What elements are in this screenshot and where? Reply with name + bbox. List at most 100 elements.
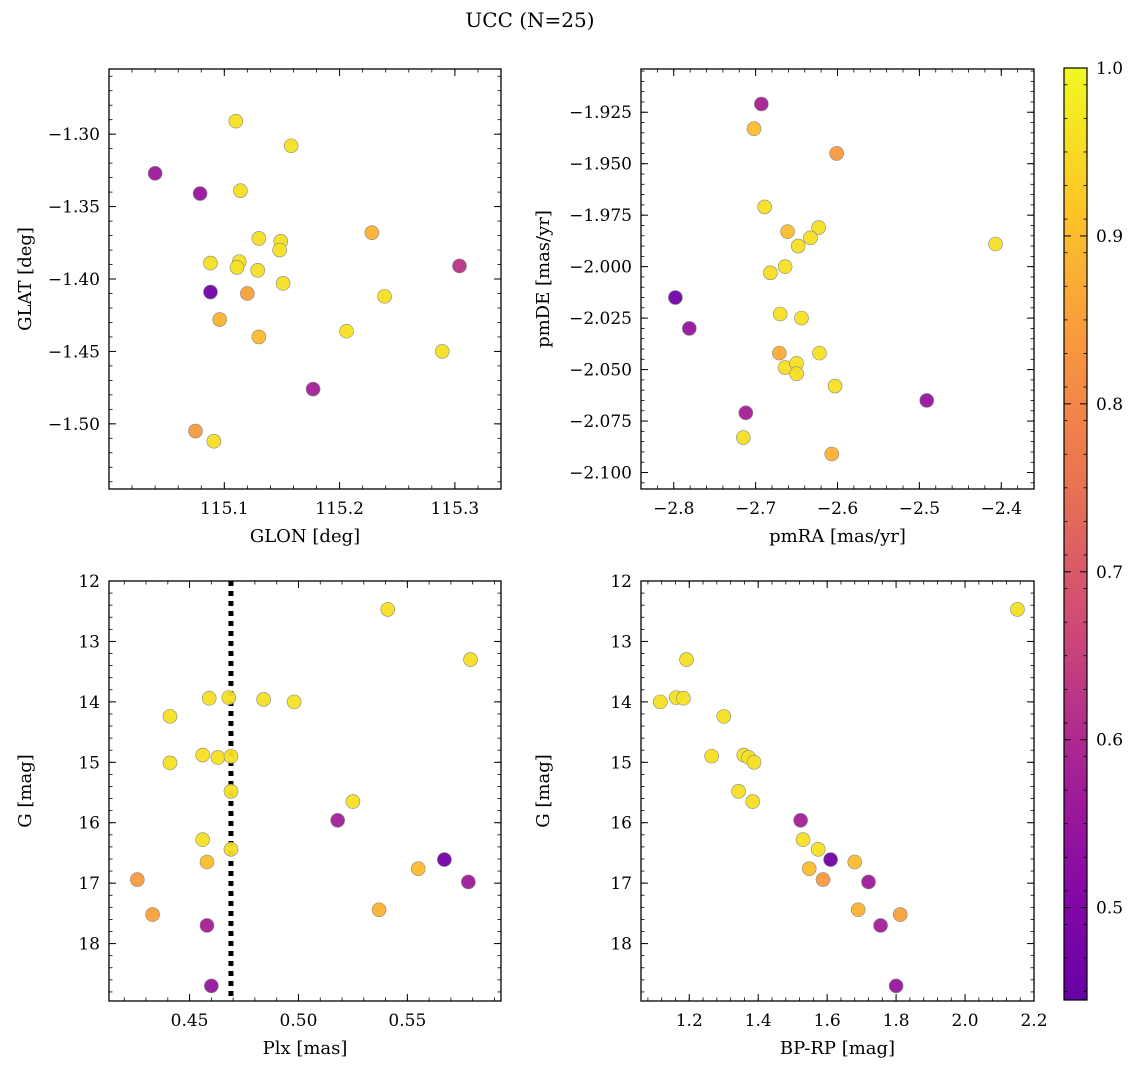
- plot-frame: [640, 580, 1035, 1002]
- data-point: [147, 165, 163, 181]
- y-tick-label: −1.950: [569, 155, 632, 175]
- data-point: [283, 138, 299, 154]
- data-point: [850, 902, 866, 918]
- y-tick-label: 15: [610, 753, 632, 773]
- data-point: [716, 709, 732, 724]
- data-point: [754, 96, 769, 112]
- data-point: [410, 861, 426, 876]
- data-point: [223, 748, 239, 764]
- data-point: [229, 260, 245, 275]
- data-point: [892, 907, 908, 922]
- data-point: [988, 236, 1003, 252]
- data-point: [861, 874, 876, 890]
- plot-frame: [108, 68, 502, 490]
- x-tick-label: 1.2: [676, 1011, 703, 1031]
- data-point: [228, 113, 244, 129]
- y-tick-label: −1.45: [48, 342, 100, 362]
- y-tick-label: 13: [78, 632, 100, 652]
- y-tick-label: 16: [78, 814, 100, 834]
- x-tick-label: −2.8: [653, 499, 694, 519]
- y-axis-label: GLAT [deg]: [15, 227, 36, 331]
- colorbar-tick-label: 1.0: [1096, 59, 1123, 79]
- x-axis-label: BP-RP [mag]: [780, 1038, 895, 1059]
- y-tick-label: 15: [78, 753, 100, 773]
- data-point: [745, 794, 760, 809]
- y-tick-label: 12: [610, 572, 632, 592]
- data-point: [223, 842, 239, 857]
- data-point: [789, 366, 804, 382]
- data-point: [130, 872, 145, 887]
- data-point: [330, 813, 345, 828]
- x-tick-label: 115.2: [315, 499, 364, 519]
- data-point: [199, 918, 215, 933]
- y-tick-label: −2.100: [569, 464, 632, 484]
- x-tick-label: 1.4: [745, 1011, 772, 1031]
- data-point: [777, 259, 793, 274]
- data-point: [810, 842, 826, 857]
- y-tick-label: −1.40: [48, 270, 100, 290]
- plot-frame: [640, 68, 1035, 490]
- data-point: [145, 907, 160, 922]
- data-point: [272, 242, 287, 258]
- figure-title: UCC (N=25): [465, 8, 595, 32]
- x-tick-label: 1.6: [814, 1011, 841, 1031]
- colorbar-gradient: [1063, 67, 1088, 1001]
- y-tick-label: −2.000: [569, 258, 632, 278]
- x-axis-label: pmRA [mas/yr]: [769, 526, 906, 547]
- y-tick-label: 17: [78, 874, 100, 894]
- data-point: [793, 813, 808, 828]
- y-tick-label: −2.075: [569, 412, 632, 432]
- x-tick-label: 0.45: [171, 1011, 209, 1031]
- y-tick-label: −2.050: [569, 361, 632, 381]
- data-point: [452, 258, 467, 274]
- x-tick-label: −2.6: [817, 499, 858, 519]
- data-point: [188, 423, 203, 439]
- colorbar-tick-label: 0.5: [1096, 899, 1123, 919]
- data-point: [250, 263, 266, 278]
- data-point: [704, 748, 719, 764]
- data-point: [275, 276, 291, 291]
- data-point: [195, 747, 210, 763]
- plot-frame: [108, 580, 502, 1002]
- y-tick-label: −1.35: [48, 198, 100, 218]
- data-point: [437, 852, 452, 867]
- data-point: [746, 121, 762, 137]
- y-tick-label: 18: [78, 935, 100, 955]
- y-tick-label: 12: [78, 572, 100, 592]
- data-point: [676, 690, 691, 706]
- data-point: [371, 902, 387, 918]
- data-point: [233, 183, 248, 198]
- data-point: [251, 329, 267, 345]
- x-tick-label: 115.3: [431, 499, 480, 519]
- data-point: [811, 220, 826, 235]
- colorbar-tick-label: 0.8: [1096, 395, 1123, 415]
- x-tick-label: 2.2: [1020, 1011, 1047, 1031]
- y-tick-label: 14: [78, 693, 100, 713]
- y-axis-label: G [mag]: [533, 754, 554, 827]
- data-point: [305, 381, 321, 397]
- data-point: [345, 794, 361, 809]
- data-point: [731, 784, 746, 799]
- x-tick-label: 0.55: [388, 1011, 426, 1031]
- data-point: [199, 854, 215, 870]
- data-point: [461, 874, 476, 890]
- data-point: [212, 312, 227, 327]
- y-axis-label: G [mag]: [15, 754, 36, 827]
- data-point: [251, 231, 267, 246]
- y-tick-label: 16: [610, 814, 632, 834]
- data-point: [1010, 602, 1025, 617]
- data-point: [873, 918, 888, 933]
- data-point: [380, 602, 396, 617]
- data-point: [192, 186, 208, 201]
- scatter-panels: 115.1 115.2 115.3 −1.30 −1.35 −1.40 −1.45 −1.50…: [15, 68, 1048, 1059]
- x-tick-label: 0.50: [280, 1011, 318, 1031]
- y-tick-label: −2.025: [569, 309, 632, 329]
- y-tick-label: −1.925: [569, 103, 632, 123]
- data-point: [829, 146, 844, 161]
- data-point: [195, 832, 210, 847]
- x-tick-label: 115.1: [200, 499, 249, 519]
- scatter-panel-3: 0.45 0.50 0.55 12 13 14 15 16 17 18 Plx [mas] G [ma…: [15, 572, 502, 1059]
- data-point: [763, 265, 778, 281]
- y-axis-label: pmDE [mas/yr]: [533, 210, 554, 348]
